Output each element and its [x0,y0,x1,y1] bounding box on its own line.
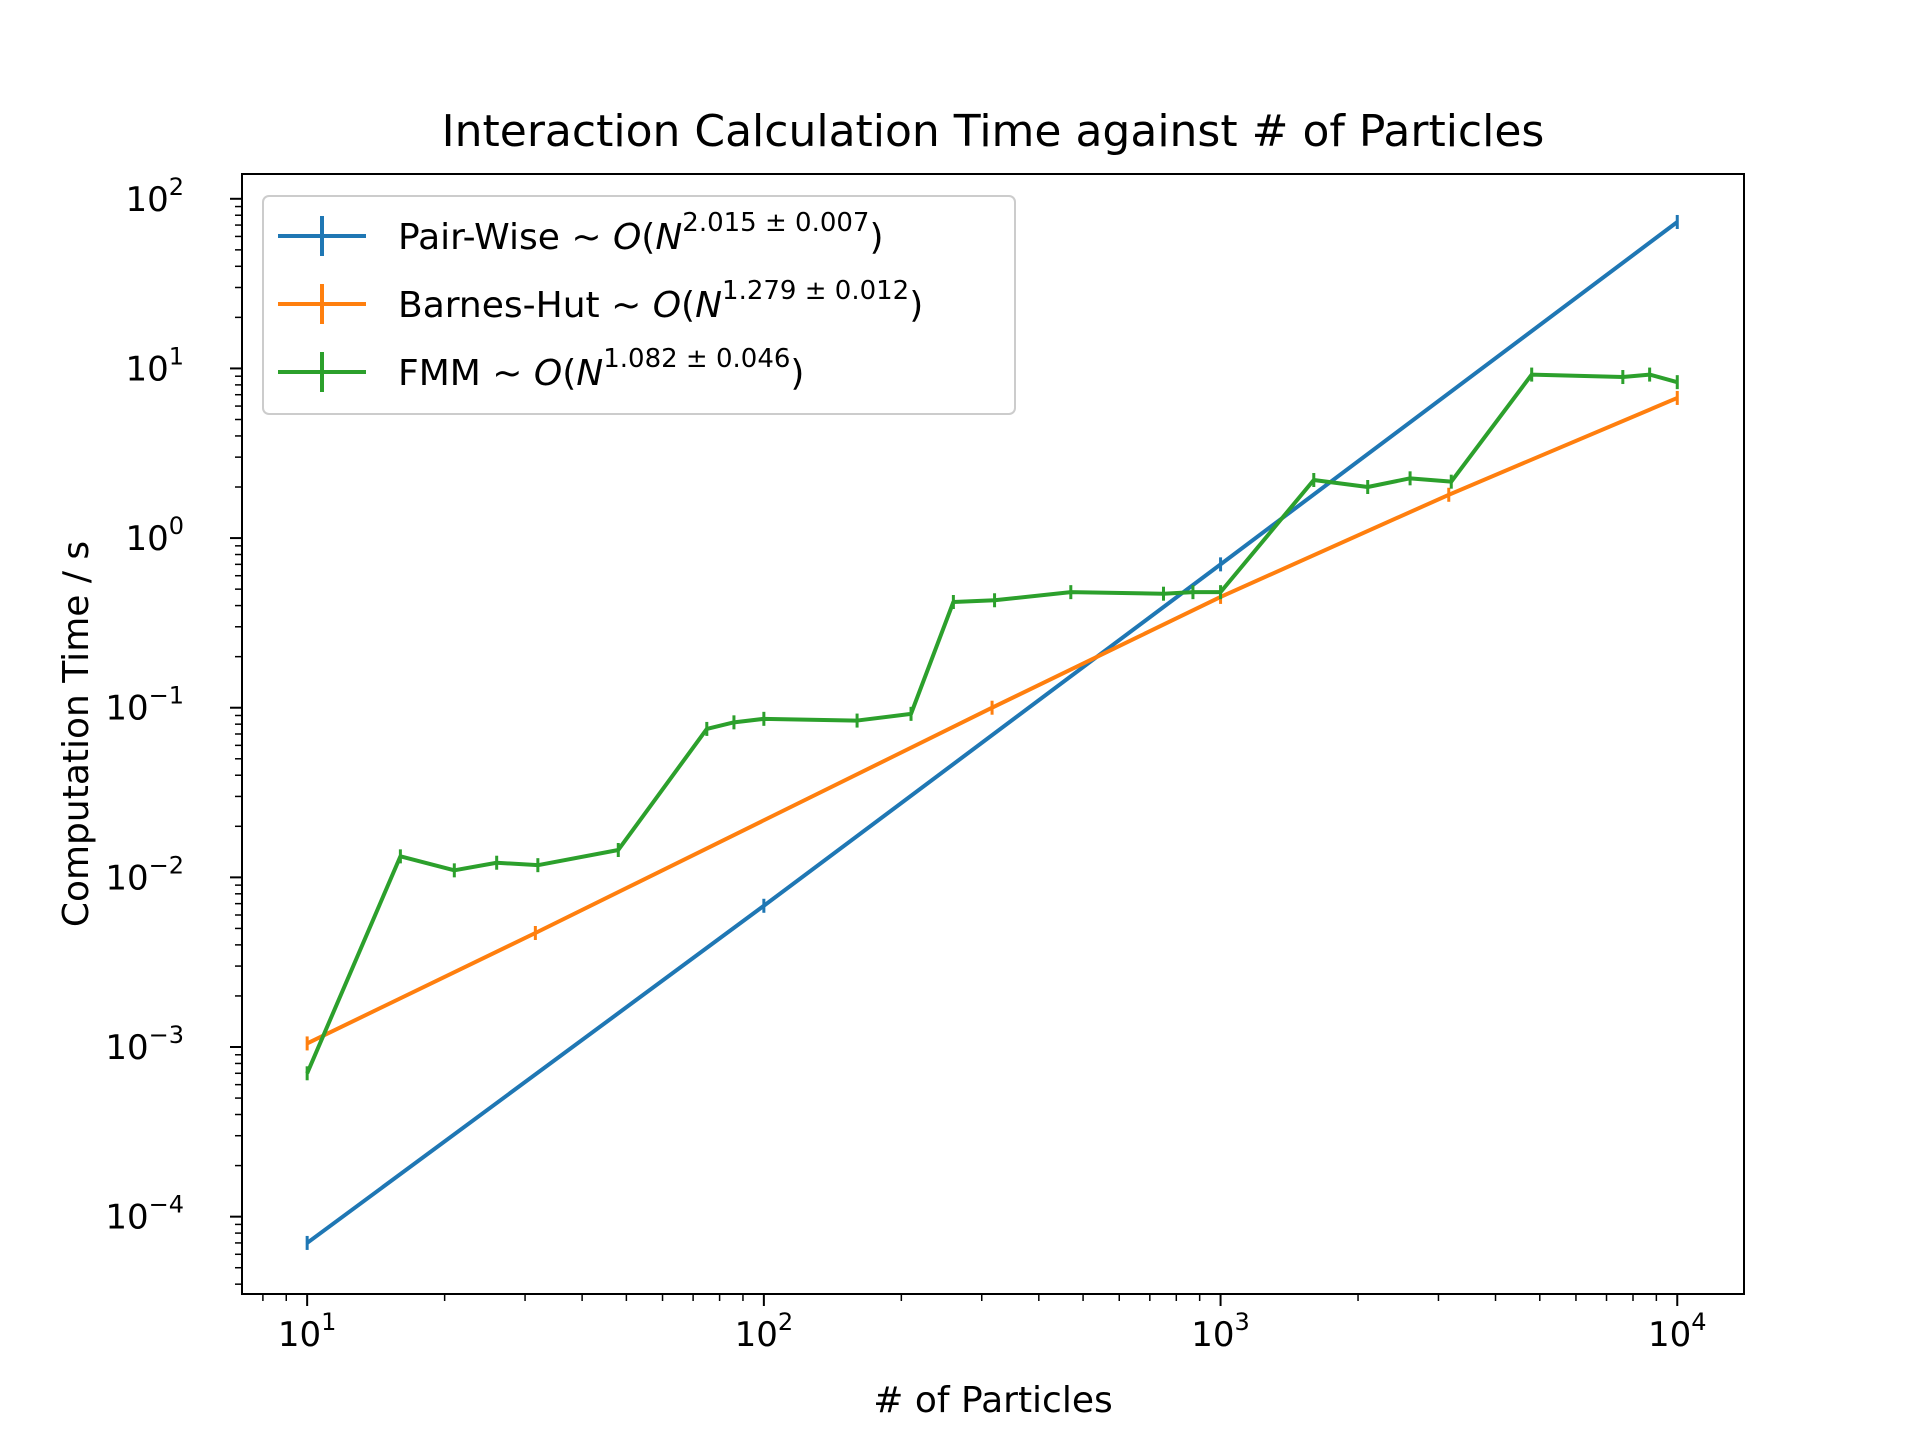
legend-label-fmm: FMM ~ O(N1.082 ± 0.046) [398,344,804,394]
series-line-barnes-hut [306,396,1679,1046]
y-tick-label: 10−1 [105,682,184,729]
y-tick-label: 10−2 [105,851,184,898]
x-tick-label: 101 [278,1308,337,1355]
y-tick-label: 100 [125,512,184,559]
y-axis-label: Computation Time / s [56,541,97,927]
legend-label-barnes-hut: Barnes-Hut ~ O(N1.279 ± 0.012) [398,276,923,326]
series-line-pair-wise [305,220,1679,1245]
legend-box [262,195,1016,415]
y-tick-label: 101 [125,342,184,389]
y-tick-label: 102 [125,173,184,220]
chart-title: Interaction Calculation Time against # o… [442,106,1545,157]
x-tick-label: 103 [1191,1308,1250,1355]
x-tick-label: 102 [735,1308,794,1355]
legend-label-pair-wise: Pair-Wise ~ O(N2.015 ± 0.007) [398,208,884,258]
ticks-layer: 101 102 103 104 10−4 10−3 10−2 10−1 100 101 102 [105,173,1706,1355]
plot-frame [241,173,1745,1295]
y-tick-label: 10−3 [105,1021,184,1068]
series-layer [305,214,1679,1250]
legend: Pair-Wise ~ O(N2.015 ± 0.007) Barnes-Hut … [262,195,1016,415]
x-axis-label: # of Particles [873,1380,1113,1421]
x-tick-label: 104 [1648,1308,1707,1355]
y-tick-label: 10−4 [105,1191,184,1238]
